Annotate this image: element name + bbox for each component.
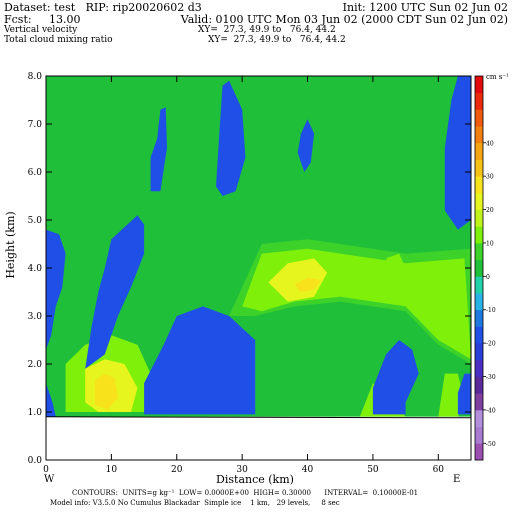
colorbar-tick-label: 0 (486, 274, 490, 281)
region-downdraft-column-upper (150, 107, 167, 192)
colorbar-cell (475, 293, 483, 311)
y-tick-label: 7.0 (28, 120, 43, 130)
init-time-label: Init: 1200 UTC Sun 02 Jun 02 (342, 1, 508, 14)
region-downdraft-low-mid (144, 306, 256, 415)
field2-xy: XY= 27.3, 49.9 to 76.4, 44.2 (208, 35, 346, 45)
region-downdraft-small-top (297, 119, 315, 172)
terrain-mask (46, 416, 471, 460)
colorbar-tick-label: -20 (486, 341, 496, 348)
region-updraft-small-right (386, 253, 406, 278)
x-axis-ticks: 0 10 20 30 40 50 60 (43, 76, 444, 475)
colorbar-cell (475, 226, 483, 244)
dataset-label: Dataset: test RIP: rip20020602 d3 (4, 1, 202, 14)
colorbar-tick-label: 40 (486, 140, 494, 147)
colorbar-cell (475, 359, 483, 377)
y-tick-label: 8.0 (28, 72, 43, 82)
colorbar-cell (475, 376, 483, 394)
colorbar-cell (475, 176, 483, 194)
field2-name: Total cloud mixing ratio (4, 35, 113, 45)
colorbar-tick-label: 10 (486, 240, 494, 247)
y-tick-label: 6.0 (28, 168, 43, 178)
colorbar-cell (475, 426, 483, 444)
colorbar-cell (475, 159, 483, 177)
colorbar-tick-label: -10 (486, 307, 496, 314)
region-downdraft-left-edge (46, 229, 66, 350)
field1-name: Vertical velocity (4, 25, 78, 35)
west-end-label: W (44, 474, 55, 485)
colorbar-cell (475, 393, 483, 411)
colorbar-unit-label: cm s⁻¹ (486, 73, 509, 81)
y-tick-label: 1.0 (28, 408, 43, 418)
colorbar-cell (475, 76, 483, 94)
region-downdraft-left-bottom (46, 383, 56, 417)
colorbar-cell (475, 326, 483, 344)
y-axis-label: Height (km) (4, 211, 17, 278)
x-tick-label: 10 (106, 465, 118, 475)
x-tick-label: 20 (171, 465, 183, 475)
x-tick-label: 50 (367, 465, 379, 475)
region-downdraft-column-tall (216, 80, 246, 196)
region-updraft-lower-left-peak (95, 373, 118, 410)
colorbar-cell (475, 409, 483, 428)
region-downdraft-right-edge-bottom (457, 373, 471, 415)
model-info: Model info: V3.5.0 No Cumulus Blackadar … (50, 499, 340, 507)
colorbar-cell (475, 242, 483, 261)
field1-xy: XY= 27.3, 49.9 to 76.4, 44.2 (198, 25, 336, 35)
colorbar-cell (475, 192, 483, 210)
colorbar-cell (475, 142, 483, 160)
y-axis-ticks: 0.0 1.0 2.0 3.0 4.0 5.0 6.0 7.0 8.0 (28, 72, 471, 466)
colorbar-tick-label: -30 (486, 374, 496, 381)
colorbar-cell (475, 92, 483, 110)
colorbar-cell (475, 109, 483, 127)
colorbar-cell (475, 343, 483, 361)
region-downdraft-left-slope (85, 215, 145, 369)
y-tick-label: 3.0 (28, 312, 43, 322)
colorbar-cell (475, 443, 483, 461)
colorbar-frame (474, 75, 484, 461)
region-updraft-core-mid (268, 258, 328, 302)
colorbar-cell (475, 126, 483, 144)
colorbar-cell (475, 259, 483, 277)
valid-time-label: Valid: 0100 UTC Mon 03 Jun 02 (2000 CDT … (180, 13, 508, 26)
colorbar-cell (475, 309, 483, 327)
region-downdraft-low-right (372, 340, 419, 415)
colorbar-cell (475, 276, 483, 294)
x-tick-label: 60 (433, 465, 445, 475)
terrain-line (45, 416, 472, 419)
east-end-label: E (453, 474, 460, 485)
region-updraft-peak-mid (294, 277, 321, 292)
x-axis-label: Distance (km) (216, 473, 294, 486)
plot-regions (46, 76, 471, 417)
x-tick-label: 30 (236, 465, 248, 475)
colorbar-cell (475, 209, 483, 227)
colorbar-tick-label: -50 (486, 441, 496, 448)
y-tick-label: 0.0 (28, 456, 43, 466)
colorbar-tick-label: -40 (486, 407, 496, 414)
x-tick-label: 0 (43, 465, 49, 475)
colorbar-tick-label: 20 (486, 207, 494, 214)
y-tick-label: 2.0 (28, 360, 43, 370)
colorbar-tick-label: 30 (486, 174, 494, 181)
y-tick-label: 4.0 (28, 264, 43, 274)
x-tick-label: 40 (302, 465, 314, 475)
forecast-label: Fcst: 13.00 (4, 13, 81, 26)
colorbar: -50 -40 -30 -20 -10 0 10 20 30 40 (474, 75, 496, 461)
y-tick-label: 5.0 (28, 216, 43, 226)
contours-info: CONTOURS: UNITS=g kg⁻¹ LOW= 0.0000E+00 H… (72, 489, 419, 497)
region-downdraft-right-edge-top (444, 76, 471, 230)
